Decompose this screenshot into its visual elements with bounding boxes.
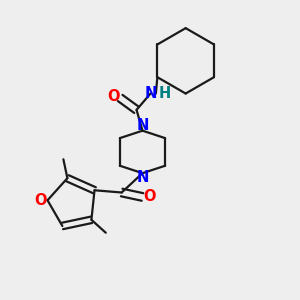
Text: O: O	[143, 190, 155, 205]
Text: N: N	[144, 86, 157, 101]
Text: N: N	[136, 118, 149, 134]
Text: O: O	[107, 89, 120, 104]
Text: O: O	[35, 193, 47, 208]
Text: N: N	[136, 170, 149, 185]
Text: H: H	[159, 86, 171, 101]
